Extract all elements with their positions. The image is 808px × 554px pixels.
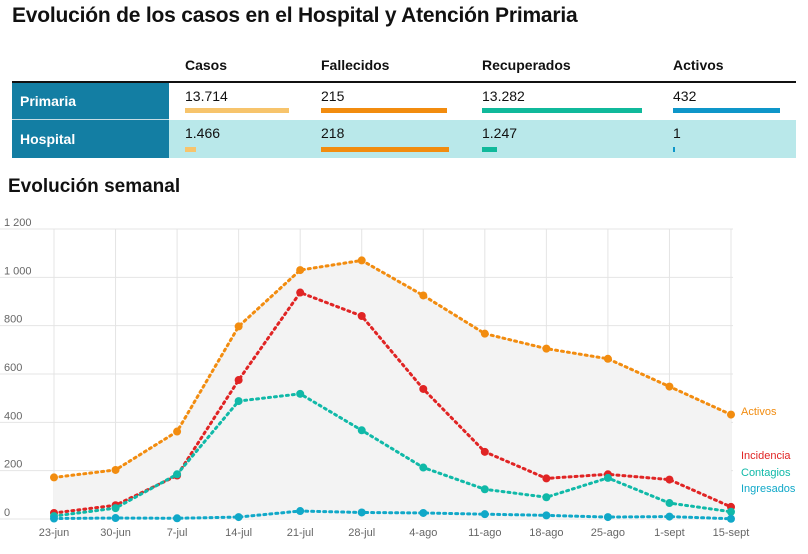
series-label-ingresados: Ingresados — [741, 483, 796, 495]
data-point-activos — [480, 329, 489, 338]
cell-value: 218 — [321, 125, 345, 141]
x-tick-label: 11-ago — [468, 527, 501, 539]
data-point-activos — [419, 291, 428, 300]
data-point-activos — [173, 427, 182, 436]
x-tick-label: 18-ago — [529, 527, 563, 539]
data-point-ingresados — [296, 507, 305, 516]
series-line-contagios — [52, 392, 733, 518]
value-bar — [482, 108, 642, 113]
data-point-incidencia — [296, 288, 305, 297]
table-row-primaria: Primaria 13.714 215 13.282 432 — [12, 83, 796, 120]
summary-table: Casos Fallecidos Recuperados Activos Pri… — [12, 48, 796, 158]
data-point-ingresados — [727, 514, 735, 523]
value-bar — [185, 147, 196, 152]
column-header-fallecidos: Fallecidos — [321, 57, 390, 73]
data-point-activos — [542, 344, 551, 353]
x-tick-label: 30-jun — [100, 527, 131, 539]
x-tick-label: 4-ago — [409, 527, 437, 539]
series-label-activos: Activos — [741, 406, 777, 418]
data-point-activos — [665, 382, 674, 391]
data-point-incidencia — [665, 475, 674, 484]
x-tick-label: 25-ago — [591, 527, 625, 539]
chart-subtitle: Evolución semanal — [8, 176, 181, 197]
y-tick-label: 200 — [4, 459, 22, 471]
value-bar — [321, 108, 447, 113]
data-point-activos — [357, 256, 366, 265]
cell-value: 1 — [673, 125, 681, 141]
series-label-incidencia: Incidencia — [741, 450, 791, 462]
data-point-incidencia — [480, 447, 489, 456]
x-tick-label: 7-jul — [167, 527, 188, 539]
x-tick-label: 23-jun — [39, 527, 70, 539]
value-bar — [482, 147, 497, 152]
data-point-contagios — [173, 470, 182, 479]
series-label-contagios: Contagios — [741, 467, 791, 479]
area-fill — [54, 260, 731, 519]
x-tick-label: 15-sept — [713, 527, 750, 539]
y-tick-label: 800 — [4, 314, 22, 326]
data-point-ingresados — [173, 514, 182, 523]
data-point-contagios — [111, 504, 120, 513]
data-point-ingresados — [603, 513, 612, 522]
data-point-ingresados — [480, 510, 489, 519]
data-point-ingresados — [50, 514, 58, 523]
data-point-incidencia — [234, 376, 243, 385]
data-point-ingresados — [419, 508, 428, 517]
data-point-activos — [50, 473, 58, 482]
y-tick-label: 400 — [4, 410, 22, 422]
row-label-primaria: Primaria — [12, 83, 169, 120]
data-point-contagios — [357, 426, 366, 435]
column-header-recuperados: Recuperados — [482, 57, 571, 73]
x-tick-label: 21-jul — [287, 527, 314, 539]
data-point-activos — [234, 322, 243, 331]
column-header-casos: Casos — [185, 57, 228, 73]
data-point-ingresados — [357, 508, 366, 517]
data-point-contagios — [480, 485, 489, 494]
data-point-incidencia — [419, 384, 428, 393]
data-point-activos — [111, 465, 120, 474]
value-bar — [673, 108, 780, 113]
x-tick-label: 14-jul — [225, 527, 252, 539]
data-point-contagios — [234, 397, 243, 406]
cell-value: 432 — [673, 88, 697, 104]
data-point-incidencia — [542, 474, 551, 483]
y-tick-label: 1 000 — [4, 265, 32, 277]
weekly-evolution-chart: 0 200 400 600 800 1 000 1 200 23-jun 30-jun 7-jul… — [0, 217, 796, 539]
data-point-contagios — [542, 493, 551, 502]
value-bar — [185, 108, 289, 113]
cell-value: 215 — [321, 88, 345, 104]
cell-value: 13.282 — [482, 88, 525, 104]
data-point-contagios — [296, 389, 305, 398]
y-tick-label: 0 — [4, 507, 10, 519]
data-point-incidencia — [357, 312, 366, 320]
data-point-activos — [603, 354, 612, 363]
data-point-ingresados — [111, 514, 120, 523]
cell-value: 1.466 — [185, 125, 221, 141]
data-point-activos — [727, 410, 735, 419]
cell-value: 13.714 — [185, 88, 228, 104]
value-bar — [673, 147, 675, 152]
table-header: Casos Fallecidos Recuperados Activos — [12, 48, 796, 83]
value-bar — [321, 147, 449, 152]
page-title: Evolución de los casos en el Hospital y … — [12, 4, 578, 27]
data-point-contagios — [603, 473, 612, 482]
column-header-activos: Activos — [673, 57, 724, 73]
data-point-ingresados — [542, 511, 551, 520]
x-tick-label: 1-sept — [654, 527, 685, 539]
data-point-ingresados — [665, 512, 674, 521]
data-point-contagios — [727, 507, 735, 516]
data-point-contagios — [665, 499, 674, 508]
row-label-hospital: Hospital — [12, 120, 169, 158]
series-line-activos — [52, 258, 733, 479]
data-point-ingresados — [234, 513, 243, 522]
table-row-hospital: Hospital 1.466 218 1.247 1 — [12, 120, 796, 158]
x-tick-label: 28-jul — [348, 527, 375, 539]
y-tick-label: 600 — [4, 362, 22, 374]
data-point-activos — [296, 266, 305, 275]
y-tick-label: 1 200 — [4, 217, 32, 229]
cell-value: 1.247 — [482, 125, 518, 141]
series-line-ingresados — [52, 509, 733, 521]
data-point-contagios — [419, 463, 428, 472]
